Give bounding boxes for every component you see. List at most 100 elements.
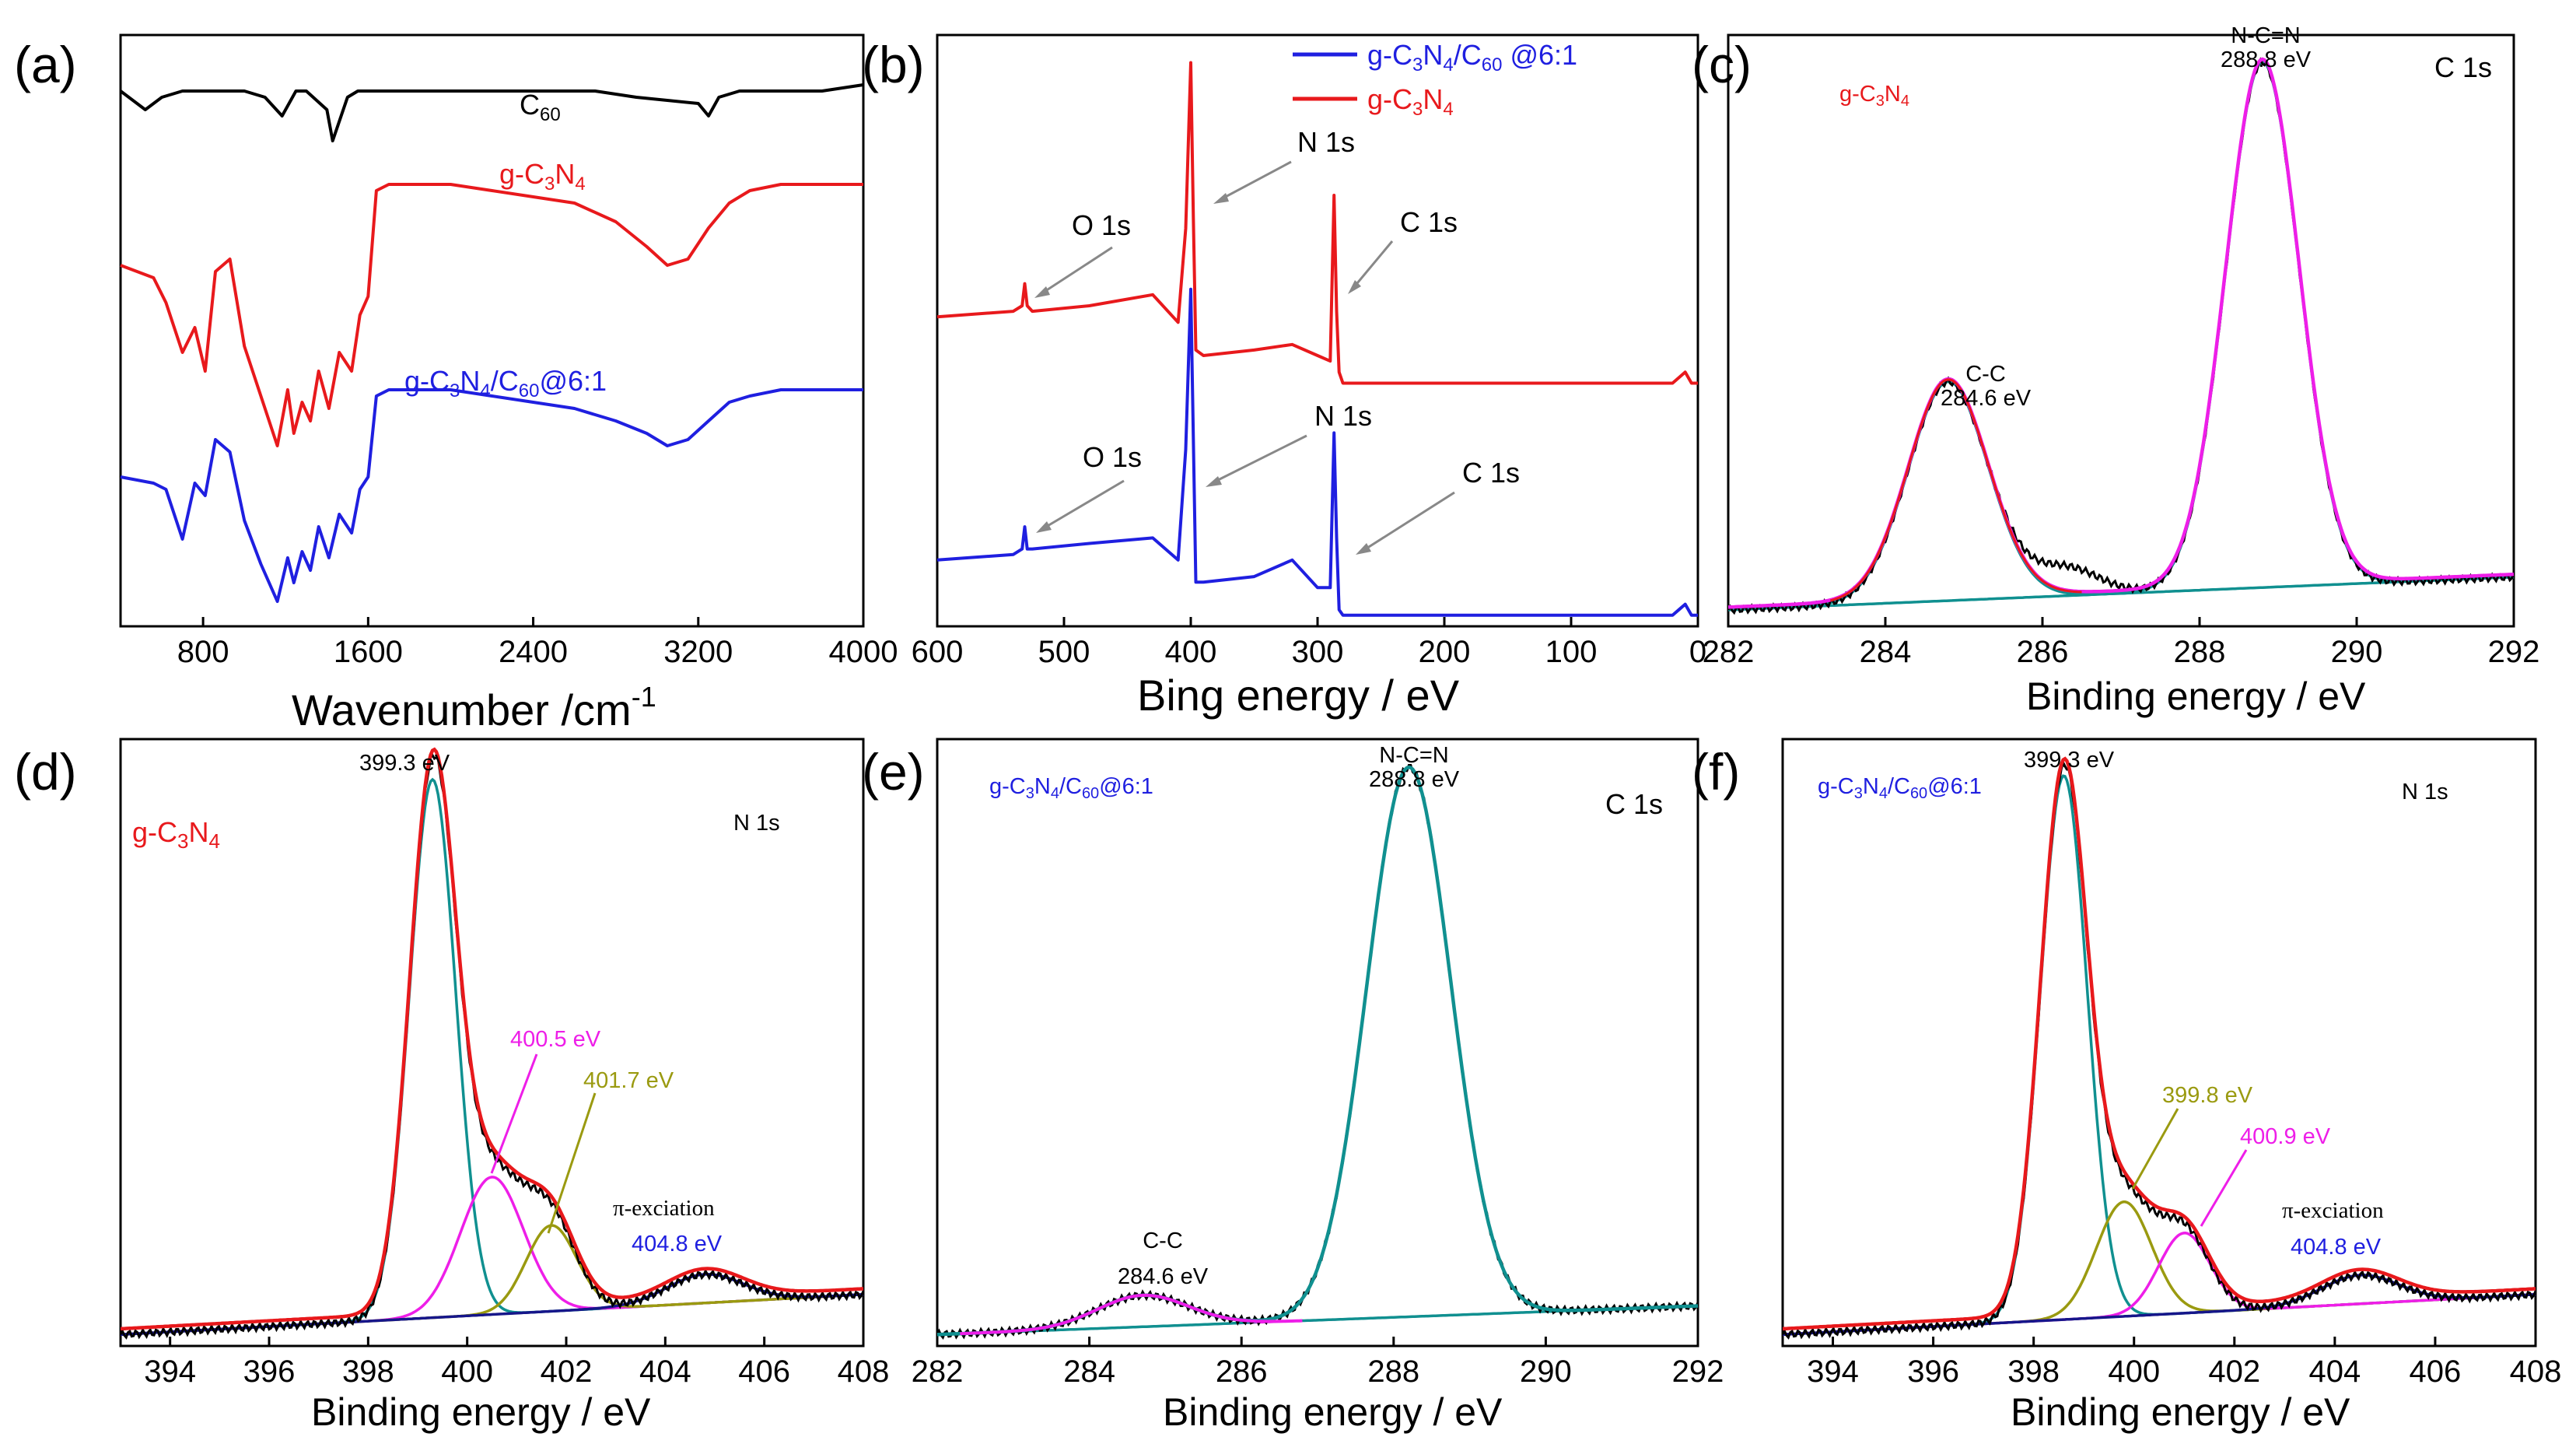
- x-tick-label: 286: [2017, 635, 2069, 669]
- peak-value-3993-f: 399.3 eV: [2024, 748, 2115, 773]
- arrow-4017-d: [547, 1092, 597, 1234]
- x-tick-label: 1600: [334, 635, 403, 669]
- x-tick-label: 282: [912, 1355, 964, 1389]
- raw-spectrum-line: [119, 753, 865, 1340]
- panel-label-f: (f): [1692, 743, 1740, 801]
- x-tick-label: 400: [1165, 635, 1217, 669]
- arrow-o1s-blue: [1041, 479, 1125, 531]
- x-tick-label: 500: [1038, 635, 1090, 669]
- arrowhead-c1s-blue: [1356, 543, 1371, 555]
- arrow-o1s-red: [1040, 246, 1113, 296]
- component-peak-288.2: [936, 766, 1699, 1337]
- pi-label-f: π-exciation: [2282, 1198, 2384, 1223]
- legend-b: g-C3N4/C60 @6:1 g-C3N4: [1293, 39, 1577, 120]
- panel-label-e: (e): [862, 743, 925, 801]
- plot-frame-b: [936, 33, 1699, 628]
- series-group-c: [1727, 57, 2515, 615]
- x-axis-label-e: Binding energy / eV: [1163, 1390, 1503, 1434]
- arrow-c1s-blue: [1362, 491, 1455, 552]
- series-group-b: [936, 61, 1698, 617]
- component-peak-284.8: [1727, 380, 2515, 612]
- panel-e-xps-c1s-composite-chart: 282 284 286 288 290 292 g-C3N4/C60@6:1 C 1s N…: [912, 738, 1724, 1434]
- x-tick-label: 396: [1907, 1355, 1959, 1389]
- series-group-a: [119, 83, 864, 603]
- x-tick-label: 800: [177, 635, 229, 669]
- peak-value-2846-c: 284.6 eV: [1941, 386, 2032, 411]
- panel-label-d: (d): [14, 743, 77, 801]
- x-tick-label: 394: [1807, 1355, 1859, 1389]
- x-tick-label: 396: [243, 1355, 296, 1389]
- peak-value-4048-f: 404.8 eV: [2291, 1235, 2382, 1260]
- x-tick-label: 284: [1063, 1355, 1115, 1389]
- series-group-f: [1781, 756, 2537, 1340]
- component-peak-284.7: [936, 1294, 1699, 1337]
- region-label-f: N 1s: [2402, 780, 2448, 804]
- sample-label-e: g-C3N4/C60@6:1: [989, 774, 1153, 802]
- annot-c1s-blue: C 1s: [1462, 457, 1520, 489]
- x-tick-label: 288: [2174, 635, 2226, 669]
- x-tick-label: 4000: [829, 635, 898, 669]
- x-tick-label: 400: [2108, 1355, 2160, 1389]
- x-tick-label: 398: [2007, 1355, 2060, 1389]
- series-line-g-c3n4: [120, 183, 863, 447]
- x-axis-ticks-f: 394 396 398 400 402 404 406 408: [1807, 1337, 2561, 1389]
- x-tick-label: 2400: [499, 635, 568, 669]
- panel-c-xps-c1s-gcn-chart: 282 284 286 288 290 292 g-C3N4 C 1s N-C=N 288…: [1703, 23, 2540, 718]
- pi-label-d: π-exciation: [613, 1196, 715, 1221]
- peak-label-ncn-e: N-C=N: [1379, 743, 1448, 768]
- plot-frame-c: [1727, 33, 2515, 628]
- series-group-d: [119, 747, 865, 1340]
- x-tick-label: 406: [2410, 1355, 2462, 1389]
- x-tick-label: 398: [342, 1355, 394, 1389]
- x-tick-label: 394: [144, 1355, 196, 1389]
- sample-label-d: g-C3N4: [132, 816, 220, 853]
- series-group-e: [936, 764, 1699, 1341]
- peak-value-4009-f: 400.9 eV: [2240, 1124, 2331, 1149]
- legend-label-composite: g-C3N4/C60 @6:1: [1367, 39, 1577, 75]
- region-label-e: C 1s: [1605, 788, 1663, 820]
- arrow-4009-f: [2200, 1149, 2248, 1227]
- component-peak-400.5: [120, 1176, 864, 1337]
- fit-envelope-line: [1782, 756, 2536, 1331]
- component-peak-288.8: [1727, 60, 2515, 612]
- plot-frame-f: [1781, 738, 2537, 1348]
- x-tick-label: 404: [2308, 1355, 2361, 1389]
- arrow-n1s-red: [1220, 160, 1292, 201]
- x-axis-ticks-d: 394 396 398 400 402 404 406 408: [144, 1337, 889, 1389]
- x-tick-label: 3200: [663, 635, 733, 669]
- plot-frame-d: [119, 738, 865, 1348]
- x-tick-label: 292: [2488, 635, 2540, 669]
- x-tick-label: 300: [1292, 635, 1344, 669]
- x-tick-label: 400: [441, 1355, 493, 1389]
- x-axis-ticks-e: 282 284 286 288 290 292: [912, 1337, 1724, 1389]
- x-tick-label: 290: [1520, 1355, 1572, 1389]
- region-label-d: N 1s: [733, 811, 780, 836]
- x-axis-label-c: Binding energy / eV: [2026, 675, 2366, 718]
- arrow-4005-d: [490, 1053, 538, 1174]
- peak-label-cc-e: C-C: [1143, 1228, 1183, 1253]
- x-axis-ticks-a: 800 1600 2400 3200 4000: [177, 617, 898, 669]
- annot-n1s-red: N 1s: [1297, 126, 1355, 158]
- x-tick-label: 284: [1860, 635, 1912, 669]
- annot-o1s-blue: O 1s: [1083, 441, 1142, 473]
- component-peak-398.6: [1782, 774, 2536, 1337]
- x-tick-label: 408: [838, 1355, 890, 1389]
- plot-frame-a: [119, 33, 865, 628]
- series-line-g-c3n4-c60-6-1: [120, 388, 863, 603]
- x-tick-label: 404: [639, 1355, 691, 1389]
- peak-label-cc-c: C-C: [1965, 362, 2006, 387]
- fit-envelope-cc-red: [1829, 378, 2082, 602]
- arrow-3998-f: [2131, 1108, 2179, 1190]
- series-line-c60: [119, 83, 864, 142]
- fit-envelope-line: [936, 765, 1699, 1337]
- component-peak-401: [1782, 1232, 2536, 1337]
- sample-label-c: g-C3N4: [1839, 82, 1909, 110]
- x-axis-ticks-c: 282 284 286 288 290 292: [1703, 617, 2540, 669]
- peak-value-3993-d: 399.3 eV: [359, 751, 450, 776]
- x-axis-label-b: Bing energy / eV: [1137, 671, 1460, 720]
- peak-value-4005-d: 400.5 eV: [510, 1027, 601, 1052]
- label-c60: C60: [520, 89, 561, 125]
- x-axis-label-a: Wavenumber /cm-1: [292, 681, 656, 734]
- x-tick-label: 402: [541, 1355, 593, 1389]
- peak-value-2888-c: 288.8 eV: [2221, 47, 2312, 72]
